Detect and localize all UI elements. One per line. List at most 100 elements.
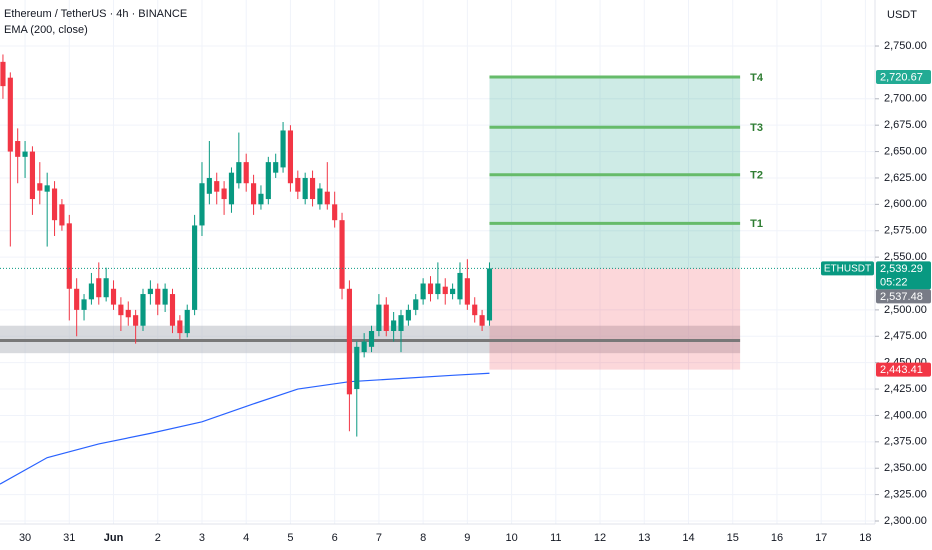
- candle-body: [103, 278, 109, 298]
- candle-body: [346, 288, 352, 395]
- symbol-label: ETHUSDT: [824, 264, 871, 275]
- candle-body: [486, 268, 493, 321]
- chart-title: Ethereum / TetherUS · 4h · BINANCE: [4, 8, 187, 20]
- candle-body: [51, 188, 58, 221]
- y-tick-label: 2,650.00: [884, 145, 927, 157]
- candle-body: [59, 204, 65, 226]
- candle-body: [206, 177, 212, 194]
- candle-body: [7, 77, 13, 152]
- y-tick-label: 2,425.00: [884, 383, 927, 395]
- candle-body: [81, 299, 87, 310]
- countdown: 05:22: [880, 276, 908, 288]
- candle-body: [472, 304, 478, 316]
- candle-body: [192, 225, 198, 310]
- y-tick-label: 2,700.00: [884, 93, 927, 105]
- candle-body: [405, 309, 411, 321]
- candle-body: [464, 278, 470, 305]
- candle-body: [96, 278, 102, 298]
- candle-body: [258, 193, 264, 205]
- candle-body: [457, 272, 463, 300]
- candle-body: [295, 177, 301, 192]
- overlay: T1 T2 T3 T4 ETHUSDT: [0, 72, 875, 276]
- candle-body: [450, 288, 456, 295]
- y-tick-label: 2,375.00: [884, 436, 927, 448]
- candle-body: [140, 294, 146, 326]
- candle-body: [147, 288, 153, 295]
- candle-body: [44, 185, 50, 192]
- x-tick-label: 4: [243, 532, 249, 544]
- candle-body: [420, 283, 426, 300]
- candle-body: [324, 191, 330, 205]
- price-tag-label: 2,443.41: [880, 364, 923, 376]
- price-tag-label: 2,537.48: [880, 291, 923, 303]
- candle-body: [15, 141, 21, 157]
- y-tick-label: 2,500.00: [884, 304, 927, 316]
- candle-body: [0, 61, 6, 87]
- x-tick-label: 11: [550, 532, 561, 544]
- candle-body: [383, 304, 389, 332]
- candle-body: [199, 183, 205, 226]
- x-tick-label: 14: [682, 532, 694, 544]
- x-tick-label: 5: [287, 532, 293, 544]
- candle-body: [391, 320, 397, 332]
- candle-body: [37, 183, 43, 191]
- x-tick-label: Jun: [104, 532, 124, 544]
- candle-body: [273, 162, 279, 173]
- candle-body: [88, 283, 94, 300]
- y-tick-label: 2,625.00: [884, 172, 927, 184]
- y-tick-label: 2,750.00: [884, 40, 927, 52]
- candle-body: [302, 177, 308, 200]
- x-tick-label: 31: [63, 532, 75, 544]
- candle-body: [280, 130, 286, 168]
- candle-body: [22, 151, 28, 157]
- candle-body: [228, 172, 235, 205]
- x-tick-label: 16: [771, 532, 783, 544]
- candle-body: [125, 309, 131, 318]
- candle-body: [309, 177, 316, 200]
- candle-body: [339, 220, 345, 289]
- candle-body: [169, 294, 176, 326]
- candle-body: [118, 304, 124, 316]
- grid: [0, 0, 875, 524]
- candle-body: [479, 315, 485, 326]
- y-tick-label: 2,350.00: [884, 462, 927, 474]
- target-label: T4: [750, 72, 764, 84]
- x-tick-label: 30: [19, 532, 31, 544]
- x-tick-label: 12: [594, 532, 606, 544]
- candle-body: [435, 283, 441, 295]
- axes: 30 31 Jun 2 3 4 5 6 7 8 9 10 11 12 13 14 15 16 17 18 2,300.0…: [19, 40, 931, 544]
- y-tick-label: 2,300.00: [884, 515, 927, 527]
- candle-body: [221, 188, 227, 200]
- candle-body: [155, 288, 161, 305]
- candle-body: [332, 204, 338, 221]
- currency-label: USDT: [887, 9, 917, 21]
- price-tag: [876, 69, 931, 84]
- candle-body: [376, 304, 382, 332]
- price-tag: [876, 362, 931, 377]
- x-tick-label: 8: [420, 532, 426, 544]
- price-tag: [876, 289, 931, 304]
- candle-body: [243, 162, 249, 184]
- loss-zone: [489, 268, 741, 370]
- x-axis-bg: [0, 524, 875, 550]
- x-tick-label: 2: [155, 532, 161, 544]
- y-tick-label: 2,575.00: [884, 225, 927, 237]
- candle-body: [133, 315, 139, 326]
- ema-line: [0, 372, 490, 485]
- x-tick-label: 6: [332, 532, 338, 544]
- target-label: T3: [750, 122, 763, 134]
- candle-body: [162, 288, 168, 305]
- price-tag: [876, 261, 931, 290]
- candle-body: [413, 299, 419, 310]
- x-tick-label: 10: [505, 532, 517, 544]
- price-tag-label: 2,539.29: [880, 263, 923, 275]
- symbol-tag: [821, 261, 874, 276]
- plot: [0, 54, 741, 485]
- candle-body: [74, 288, 80, 310]
- target-label: T1: [750, 218, 763, 230]
- candle-body: [66, 223, 72, 289]
- candle-body: [427, 283, 434, 295]
- y-tick-label: 2,475.00: [884, 330, 927, 342]
